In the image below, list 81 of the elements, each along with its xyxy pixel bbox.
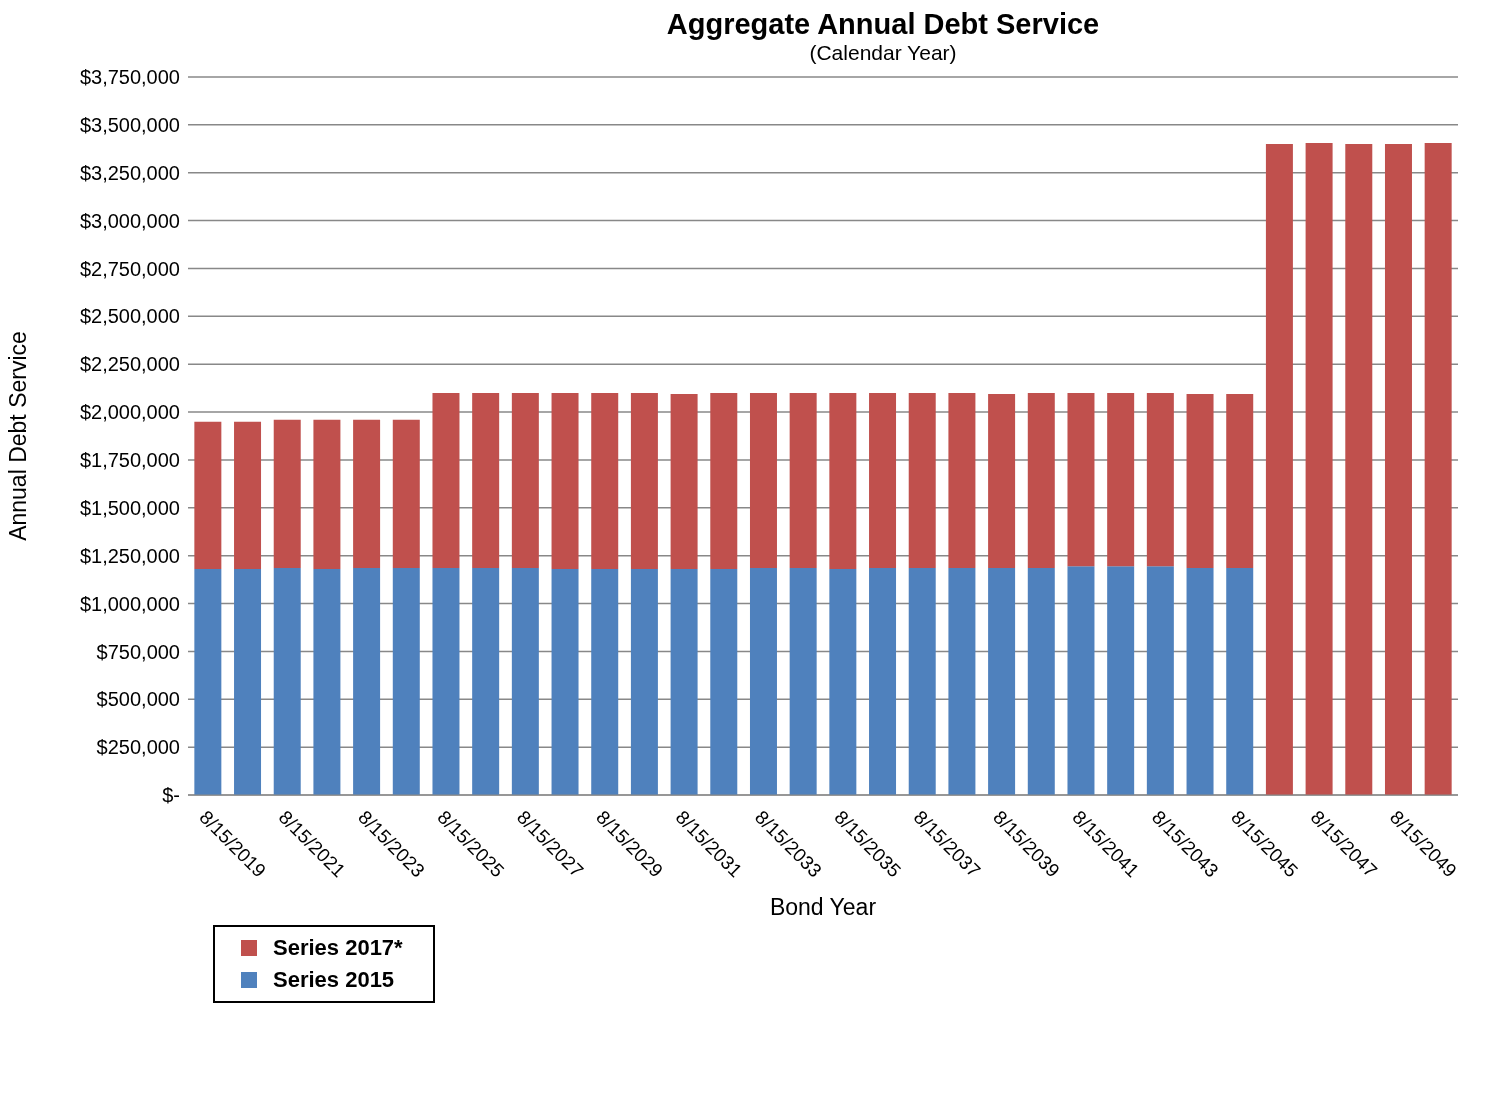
chart-title: Aggregate Annual Debt Service [665,8,1101,41]
bar [1265,144,1293,795]
legend-label: Series 2015 [273,967,395,993]
bar [1384,144,1412,795]
bar [789,392,817,569]
bar [551,569,579,795]
y-tick-label: $1,500,000 [79,496,180,519]
bar [551,392,579,570]
y-tick-label: $2,500,000 [79,305,180,328]
bar [313,569,341,795]
bar [1107,566,1135,795]
bar [948,568,976,795]
bar [273,568,301,795]
bar [432,392,460,569]
y-tick-label: $3,250,000 [79,161,180,184]
bar [1345,144,1373,795]
bar [1146,566,1174,795]
bar [749,568,777,795]
y-tick-label: $3,000,000 [79,209,180,232]
bar [1027,392,1055,569]
bar [988,568,1016,795]
y-tick-label: $2,250,000 [79,353,180,376]
bar [353,568,381,795]
bar [472,392,500,569]
bar [511,568,539,795]
bar [908,392,936,569]
bar [234,421,262,570]
y-tick-label: $500,000 [96,688,180,711]
bar [749,392,777,569]
bar [670,569,698,795]
bar [591,569,619,795]
y-tick-label: $3,750,000 [79,66,180,89]
bar [908,568,936,795]
bar [1107,392,1135,567]
bar [1226,568,1254,795]
bar [234,569,262,795]
bar [869,392,897,569]
x-axis-title: Bond Year [769,894,877,920]
bar [1067,566,1095,795]
y-tick-label: $750,000 [96,640,180,663]
bar [829,392,857,570]
y-axis-title: Annual Debt Service [5,331,32,541]
bar [948,392,976,569]
bar [1186,568,1214,795]
chart-subtitle: (Calendar Year) [808,41,958,65]
legend-label: Series 2017* [273,935,403,961]
bar [353,419,381,569]
y-tick-label: $3,500,000 [79,113,180,136]
bar [1186,393,1214,569]
bar [829,569,857,795]
bar [1027,568,1055,795]
y-tick-label: $1,000,000 [79,592,180,615]
bar [511,392,539,569]
bar [194,569,222,795]
bar [988,393,1016,569]
bar [472,568,500,795]
bar [432,568,460,795]
bar [1146,392,1174,567]
bar [1226,393,1254,569]
bar [591,392,619,570]
bar [273,419,301,569]
bar [392,568,420,795]
y-tick-label: $2,750,000 [79,257,180,280]
bar [630,392,658,570]
bar [710,569,738,795]
y-tick-label: $- [162,784,180,807]
bar [1305,143,1333,795]
bar [869,568,897,795]
y-tick-label: $2,000,000 [79,401,180,424]
bar [1067,392,1095,567]
bar [670,393,698,570]
bar [789,568,817,795]
y-tick-label: $1,250,000 [79,544,180,567]
bar [392,419,420,569]
y-tick-label: $250,000 [96,736,180,759]
y-tick-label: $1,750,000 [79,449,180,472]
bar [313,419,341,570]
bar [710,392,738,570]
bar [194,421,222,570]
bar [630,569,658,795]
bar [1424,143,1452,795]
